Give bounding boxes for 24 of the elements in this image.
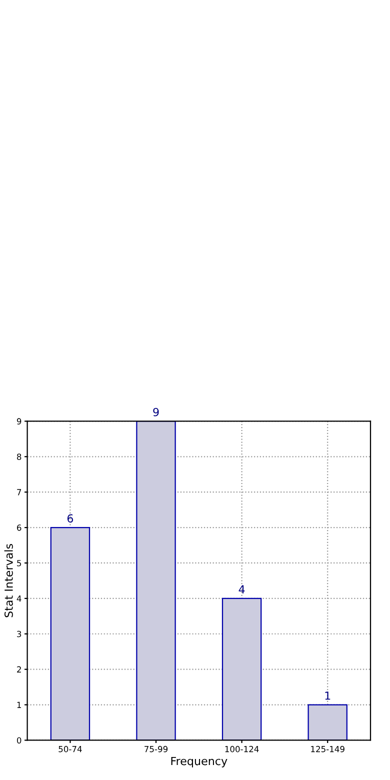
data-label: 6 bbox=[67, 514, 74, 523]
y-axis-title: Stat Intervals bbox=[4, 544, 13, 618]
bar bbox=[50, 526, 90, 740]
y-tick-label: 3 bbox=[17, 630, 22, 638]
x-tick-label: 50-74 bbox=[58, 746, 82, 752]
y-tick-label: 4 bbox=[16, 596, 22, 602]
y-tick-label: 8 bbox=[17, 454, 22, 460]
bar bbox=[308, 704, 348, 740]
y-tick-label: 0 bbox=[16, 737, 22, 744]
y-tick-label: 7 bbox=[17, 489, 22, 496]
data-label: 1 bbox=[325, 692, 330, 700]
x-tick-label: 125-149 bbox=[311, 746, 344, 752]
y-tick-label: 9 bbox=[16, 418, 22, 424]
bar bbox=[136, 421, 176, 740]
bar bbox=[222, 598, 262, 740]
data-label: 4 bbox=[238, 585, 245, 594]
x-axis-title: Frequency bbox=[171, 756, 228, 768]
y-tick-label: 6 bbox=[17, 524, 22, 531]
y-tick-label: 2 bbox=[17, 666, 21, 672]
y-tick-label: 1 bbox=[17, 702, 21, 708]
y-tick-label: 5 bbox=[17, 560, 22, 566]
x-tick-label: 100-124 bbox=[225, 746, 259, 752]
x-tick-label: 75-99 bbox=[144, 746, 168, 752]
data-label: 9 bbox=[153, 408, 159, 416]
